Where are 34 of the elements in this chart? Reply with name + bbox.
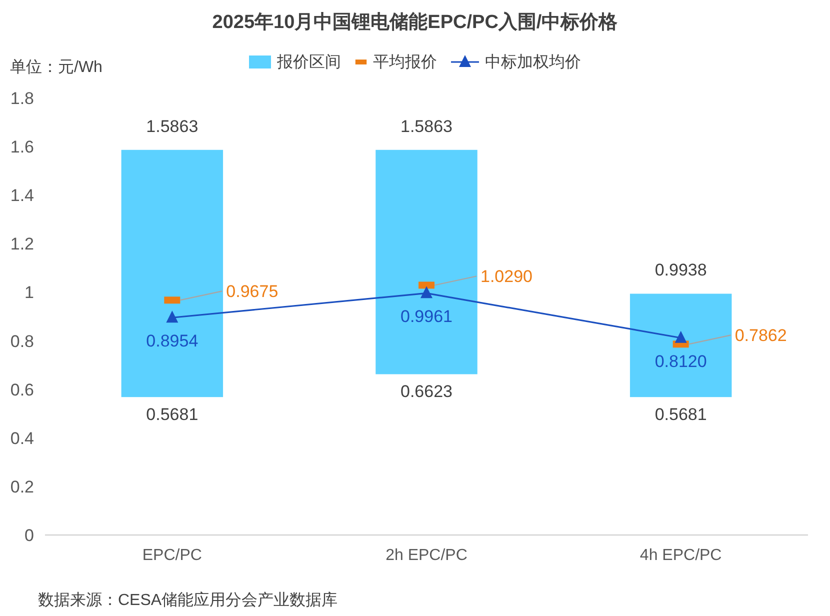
data-label: 1.0290 <box>480 266 532 286</box>
source-note: 数据来源：CESA储能应用分会产业数据库 <box>38 590 338 608</box>
annotation: 0.6623 <box>400 382 452 401</box>
y-tick-label: 0.6 <box>10 380 34 399</box>
data-label: 0.7862 <box>734 326 787 345</box>
y-axis-title: 单位：元/Wh <box>10 58 102 76</box>
data-label: 0.9675 <box>226 282 278 301</box>
point <box>674 330 687 343</box>
y-tick-label: 1.8 <box>10 88 34 108</box>
y-tick-label: 0.2 <box>10 476 34 496</box>
y-tick-label: 0.8 <box>10 331 34 350</box>
y-tick-label: 1.6 <box>10 137 34 156</box>
annotation: 0.5681 <box>146 404 198 424</box>
annotation: 1.5863 <box>146 116 198 136</box>
annotation: 0.9938 <box>654 260 707 280</box>
x-tick-label: EPC/PC <box>142 546 202 564</box>
data-label: 0.9961 <box>400 306 452 326</box>
x-tick-label: 4h EPC/PC <box>640 546 722 564</box>
data-label: 0.8954 <box>146 331 198 350</box>
annotation: 0.5681 <box>654 404 707 424</box>
legend-label: 平均报价 <box>373 54 437 70</box>
point <box>420 286 432 298</box>
y-tick-label: 0 <box>24 526 34 544</box>
y-tick-label: 1.2 <box>10 234 34 254</box>
y-tick-label: 0.4 <box>10 428 34 448</box>
y-tick-label: 1.4 <box>10 186 34 205</box>
x-tick-label: 2h EPC/PC <box>386 546 468 564</box>
legend-label: 报价区间 <box>276 52 341 70</box>
y-tick-label: 1 <box>24 282 34 302</box>
annotation: 1.5863 <box>400 116 452 136</box>
data-label: 0.8120 <box>654 351 707 370</box>
point <box>166 310 178 323</box>
legend-label: 中标加权均价 <box>485 52 581 70</box>
chart-title: 2025年10月中国锂电储能EPC/PC入围/中标价格 <box>212 10 619 32</box>
